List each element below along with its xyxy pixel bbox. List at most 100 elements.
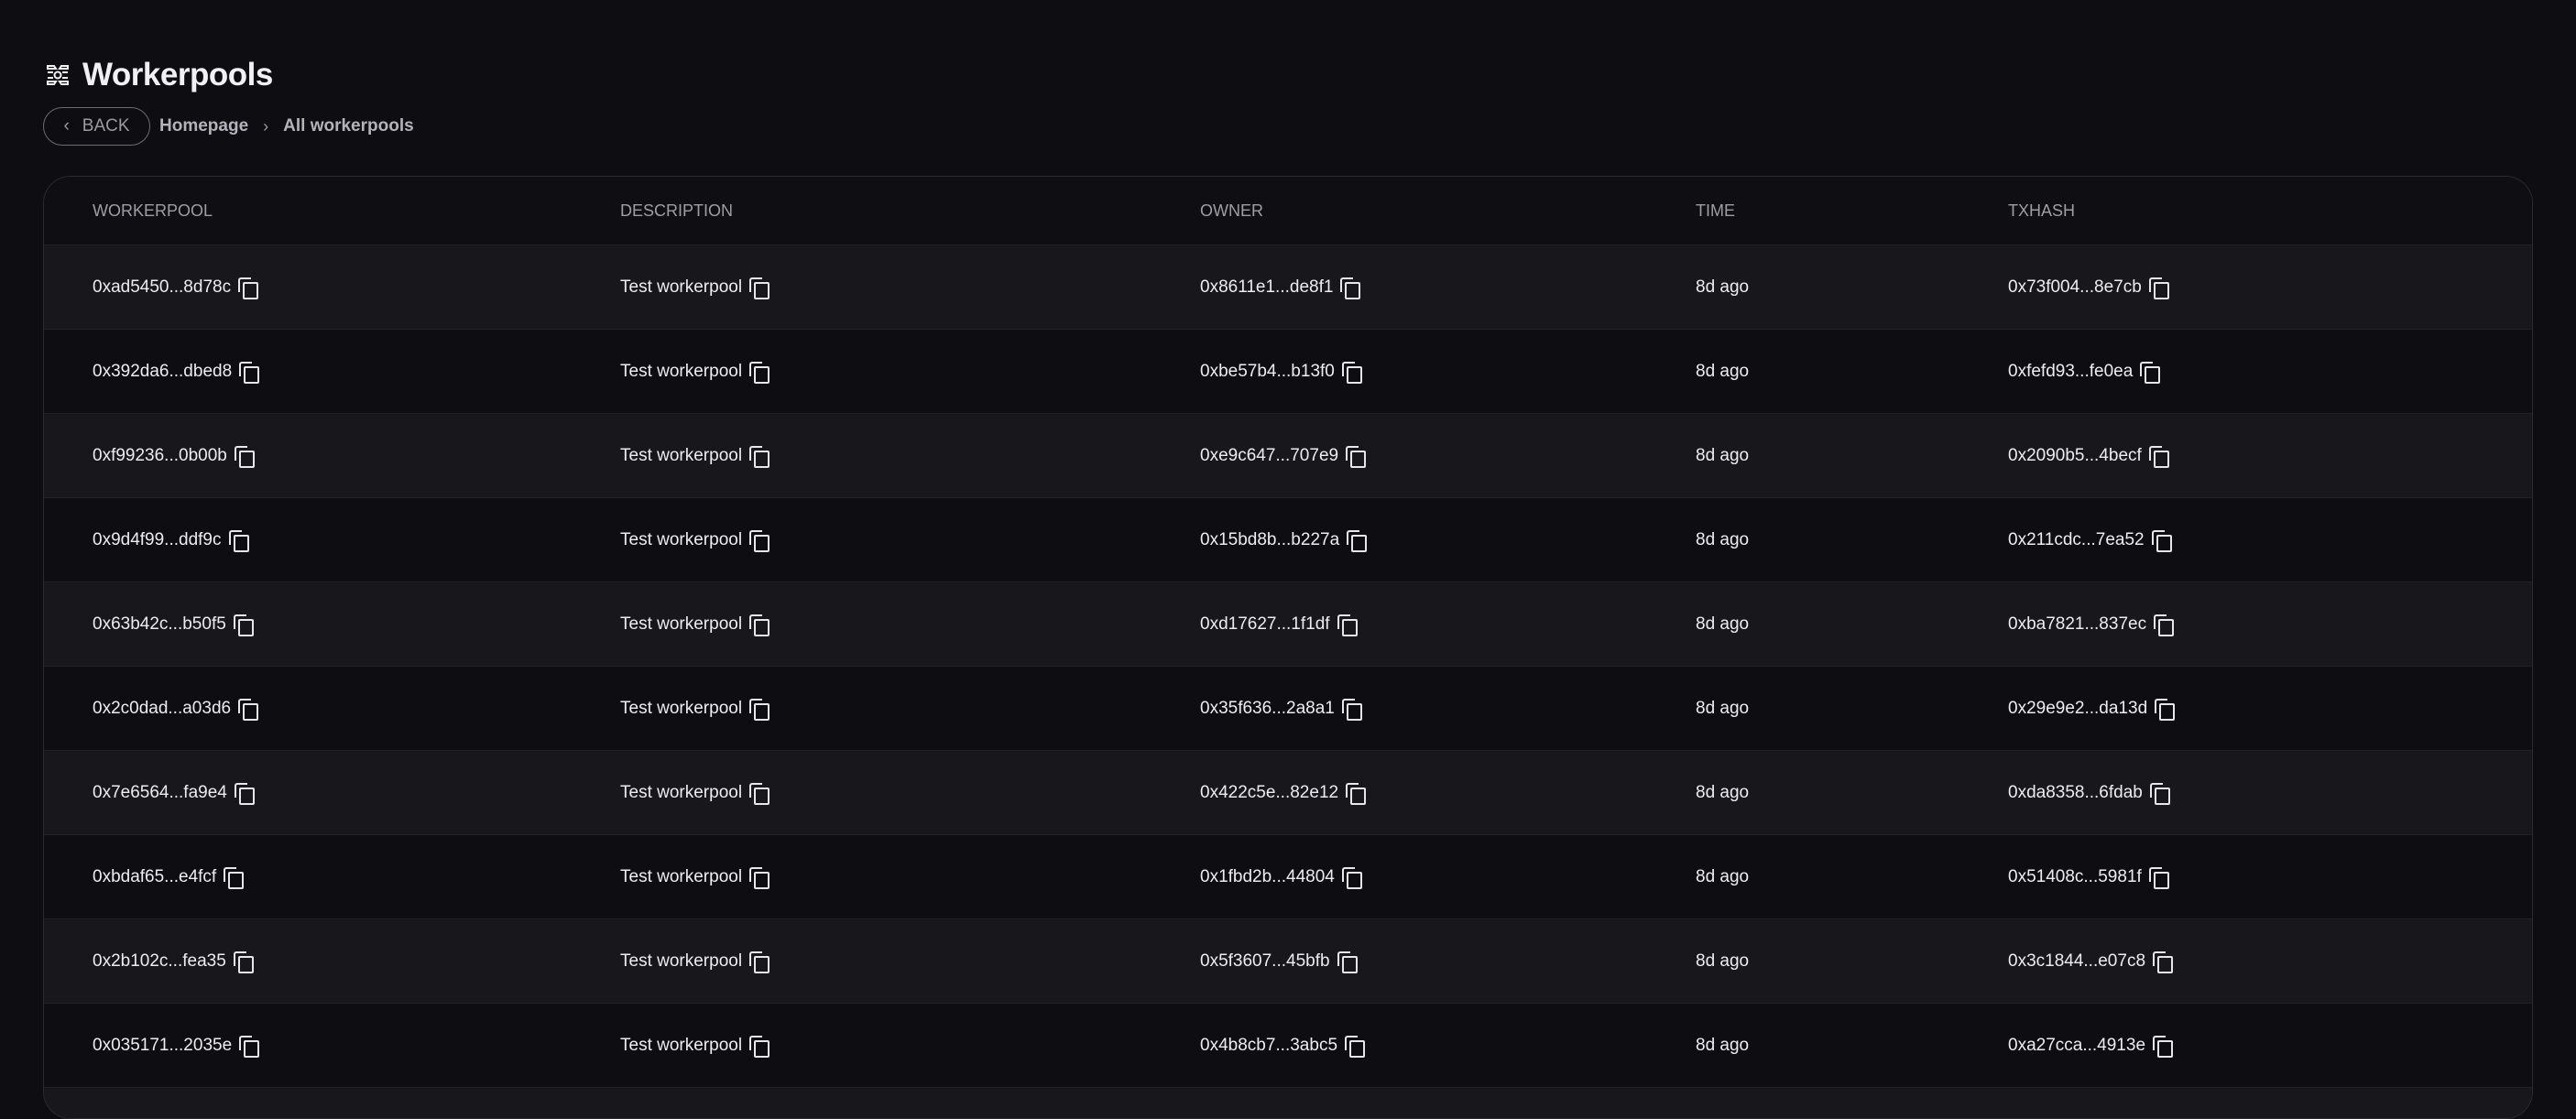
copy-icon[interactable] xyxy=(749,698,770,721)
copy-icon[interactable] xyxy=(239,1035,260,1058)
owner-value[interactable]: 0x35f636...2a8a1 xyxy=(1200,698,1335,718)
txhash-value[interactable]: 0xa27cca...4913e xyxy=(2008,1035,2146,1055)
table-row[interactable]: 0x63b42c...b50f5 Test workerpool 0xd17627.… xyxy=(44,581,2532,666)
copy-icon[interactable] xyxy=(2140,361,2161,384)
copy-icon[interactable] xyxy=(749,445,770,468)
copy-icon[interactable] xyxy=(2148,866,2169,889)
table-row[interactable]: 0x2c0dad...a03d6 Test workerpool 0x35f636.… xyxy=(44,666,2532,750)
copy-icon[interactable] xyxy=(1337,951,1358,973)
copy-icon[interactable] xyxy=(238,277,259,299)
copy-icon[interactable] xyxy=(749,529,770,552)
workerpool-value[interactable]: 0xad5450...8d78c xyxy=(93,277,232,297)
owner-value[interactable]: 0x4b8cb7...3abc5 xyxy=(1200,1035,1338,1055)
txhash-value[interactable]: 0x211cdc...7ea52 xyxy=(2008,529,2145,549)
table-row[interactable]: 0x035171...2035e Test workerpool 0x4b8cb7.… xyxy=(44,1003,2532,1087)
workerpool-value[interactable]: 0xbdaf65...e4fcf xyxy=(93,866,217,886)
copy-icon[interactable] xyxy=(1341,698,1362,721)
back-button[interactable]: ‹ BACK xyxy=(43,107,150,146)
copy-icon[interactable] xyxy=(1346,782,1367,805)
workerpool-cell: 0x9d4f99...ddf9c xyxy=(93,529,249,552)
copy-icon[interactable] xyxy=(2151,529,2172,552)
description-value[interactable]: Test workerpool xyxy=(620,614,743,634)
copy-icon[interactable] xyxy=(1347,529,1368,552)
copy-icon[interactable] xyxy=(1341,866,1362,889)
workerpool-value[interactable]: 0x63b42c...b50f5 xyxy=(93,614,226,634)
description-cell: Test workerpool xyxy=(620,361,770,384)
table-row[interactable]: 0x392da6...dbed8 Test workerpool 0xbe57b4.… xyxy=(44,329,2532,413)
owner-value[interactable]: 0x422c5e...82e12 xyxy=(1200,782,1339,802)
copy-icon[interactable] xyxy=(2154,614,2175,636)
table-row[interactable]: 0x9d4f99...ddf9c Test workerpool 0x15bd8b.… xyxy=(44,497,2532,581)
workerpool-value[interactable]: 0x9d4f99...ddf9c xyxy=(93,529,222,549)
copy-icon[interactable] xyxy=(239,361,260,384)
time-value: 8d ago xyxy=(1696,361,1750,381)
workerpool-value[interactable]: 0x7e6564...fa9e4 xyxy=(93,782,227,802)
owner-value[interactable]: 0x5f3607...45bfb xyxy=(1200,951,1330,971)
description-value[interactable]: Test workerpool xyxy=(620,1035,743,1055)
copy-icon[interactable] xyxy=(1346,445,1367,468)
table-row[interactable] xyxy=(44,1087,2532,1118)
copy-icon[interactable] xyxy=(1337,614,1358,636)
txhash-value[interactable]: 0x29e9e2...da13d xyxy=(2008,698,2148,718)
txhash-value[interactable]: 0x3c1844...e07c8 xyxy=(2008,951,2146,971)
copy-icon[interactable] xyxy=(749,782,770,805)
txhash-value[interactable]: 0x73f004...8e7cb xyxy=(2008,277,2142,297)
copy-icon[interactable] xyxy=(749,614,770,636)
description-value[interactable]: Test workerpool xyxy=(620,361,743,381)
txhash-value[interactable]: 0xda8358...6fdab xyxy=(2008,782,2143,802)
description-value[interactable]: Test workerpool xyxy=(620,277,743,297)
copy-icon[interactable] xyxy=(2148,277,2169,299)
description-value[interactable]: Test workerpool xyxy=(620,445,743,465)
copy-icon[interactable] xyxy=(749,951,770,973)
copy-icon[interactable] xyxy=(238,698,259,721)
time-value: 8d ago xyxy=(1696,951,1750,971)
copy-icon[interactable] xyxy=(1340,277,1361,299)
owner-value[interactable]: 0x8611e1...de8f1 xyxy=(1200,277,1334,297)
description-value[interactable]: Test workerpool xyxy=(620,951,743,971)
table-row[interactable]: 0xf99236...0b00b Test workerpool 0xe9c647.… xyxy=(44,413,2532,497)
description-value[interactable]: Test workerpool xyxy=(620,782,743,802)
owner-value[interactable]: 0xe9c647...707e9 xyxy=(1200,445,1339,465)
owner-value[interactable]: 0xd17627...1f1df xyxy=(1200,614,1330,634)
description-value[interactable]: Test workerpool xyxy=(620,698,743,718)
copy-icon[interactable] xyxy=(2148,445,2169,468)
copy-icon[interactable] xyxy=(1341,361,1362,384)
copy-icon[interactable] xyxy=(2153,1035,2174,1058)
txhash-value[interactable]: 0x51408c...5981f xyxy=(2008,866,2142,886)
copy-icon[interactable] xyxy=(233,614,254,636)
copy-icon[interactable] xyxy=(228,529,249,552)
txhash-value[interactable]: 0x2090b5...4becf xyxy=(2008,445,2142,465)
owner-value[interactable]: 0xbe57b4...b13f0 xyxy=(1200,361,1335,381)
txhash-value[interactable]: 0xba7821...837ec xyxy=(2008,614,2147,634)
copy-icon[interactable] xyxy=(2153,951,2174,973)
workerpool-icon xyxy=(47,65,69,85)
workerpool-value[interactable]: 0x2c0dad...a03d6 xyxy=(93,698,232,718)
description-value[interactable]: Test workerpool xyxy=(620,529,743,549)
owner-value[interactable]: 0x1fbd2b...44804 xyxy=(1200,866,1335,886)
workerpool-value[interactable]: 0x2b102c...fea35 xyxy=(93,951,226,971)
breadcrumb-homepage[interactable]: Homepage xyxy=(159,116,249,136)
workerpool-value[interactable]: 0x392da6...dbed8 xyxy=(93,361,233,381)
copy-icon[interactable] xyxy=(749,361,770,384)
table-row[interactable]: 0x7e6564...fa9e4 Test workerpool 0x422c5e.… xyxy=(44,750,2532,834)
copy-icon[interactable] xyxy=(749,1035,770,1058)
table-row[interactable]: 0x2b102c...fea35 Test workerpool 0x5f3607.… xyxy=(44,918,2532,1003)
description-value[interactable]: Test workerpool xyxy=(620,866,743,886)
workerpool-value[interactable]: 0x035171...2035e xyxy=(93,1035,233,1055)
copy-icon[interactable] xyxy=(233,951,254,973)
copy-icon[interactable] xyxy=(224,866,245,889)
description-cell: Test workerpool xyxy=(620,614,770,636)
copy-icon[interactable] xyxy=(234,782,255,805)
copy-icon[interactable] xyxy=(2155,698,2176,721)
copy-icon[interactable] xyxy=(749,277,770,299)
copy-icon[interactable] xyxy=(1345,1035,1366,1058)
txhash-value[interactable]: 0xfefd93...fe0ea xyxy=(2008,361,2134,381)
time-cell: 8d ago xyxy=(1696,783,1749,803)
copy-icon[interactable] xyxy=(2149,782,2170,805)
table-row[interactable]: 0xbdaf65...e4fcf Test workerpool 0x1fbd2b.… xyxy=(44,834,2532,918)
table-row[interactable]: 0xad5450...8d78c Test workerpool 0x8611e1.… xyxy=(44,244,2532,329)
copy-icon[interactable] xyxy=(234,445,255,468)
workerpool-value[interactable]: 0xf99236...0b00b xyxy=(93,445,227,465)
copy-icon[interactable] xyxy=(749,866,770,889)
owner-value[interactable]: 0x15bd8b...b227a xyxy=(1200,529,1340,549)
